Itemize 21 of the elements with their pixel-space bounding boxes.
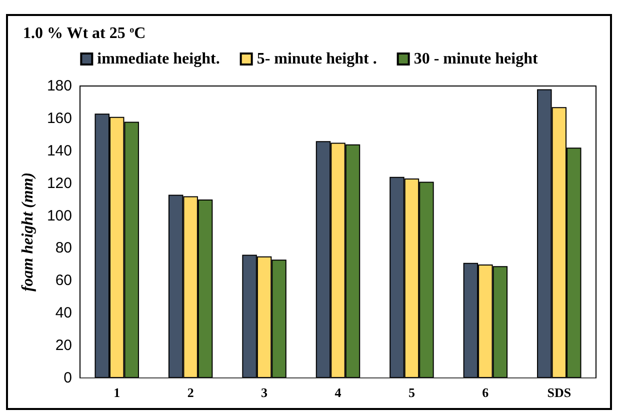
- x-tick-label: 6: [482, 385, 490, 400]
- x-tick-label: SDS: [547, 385, 572, 400]
- y-tick-label: 80: [55, 240, 72, 257]
- y-tick-label: 100: [46, 207, 72, 224]
- y-axis-title: foam height (mm): [20, 172, 36, 292]
- y-tick-label: 120: [46, 174, 72, 192]
- y-tick-label: 140: [46, 142, 72, 160]
- y-tick-label: 20: [55, 337, 72, 354]
- legend-label: immediate height.: [97, 50, 220, 68]
- x-tick-label: 1: [114, 385, 120, 400]
- y-tick-label: 180: [46, 78, 72, 94]
- x-tick-label: 5: [408, 385, 416, 400]
- legend-label: 5- minute height .: [256, 50, 377, 68]
- x-tick-label: 2: [187, 385, 194, 400]
- y-tick-label: 60: [55, 272, 72, 290]
- x-tick-label: 4: [334, 385, 342, 400]
- y-tick-label: 40: [55, 304, 72, 322]
- legend-label: 30 - minute height: [414, 50, 538, 68]
- x-tick-label: 3: [261, 385, 268, 400]
- y-tick-label: 160: [46, 110, 72, 127]
- y-tick-label: 0: [64, 370, 72, 386]
